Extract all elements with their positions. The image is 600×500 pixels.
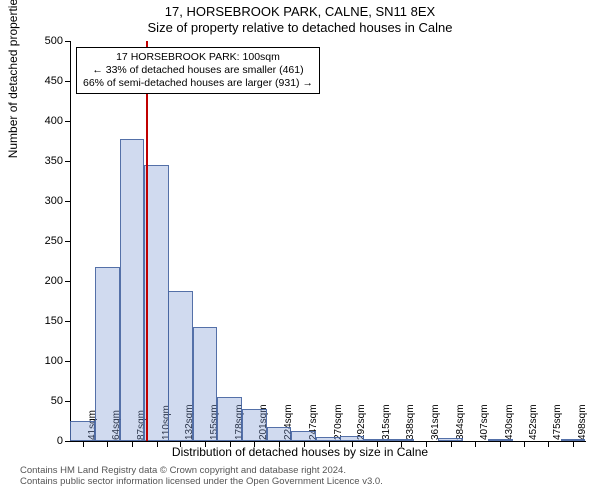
x-tick-label: 315sqm xyxy=(381,404,392,440)
y-tick xyxy=(65,161,71,162)
x-tick xyxy=(107,441,108,447)
y-tick xyxy=(65,81,71,82)
x-tick xyxy=(524,441,525,447)
footer-line1: Contains HM Land Registry data © Crown c… xyxy=(20,465,600,476)
x-tick xyxy=(548,441,549,447)
x-tick-label: 498sqm xyxy=(577,404,588,440)
y-tick-label: 250 xyxy=(31,235,63,247)
histogram-bar xyxy=(95,267,120,441)
x-tick xyxy=(83,441,84,447)
y-tick xyxy=(65,281,71,282)
y-tick-label: 150 xyxy=(31,315,63,327)
histogram-bar xyxy=(561,439,586,441)
plot-area: 05010015020025030035040045050041sqm64sqm… xyxy=(70,41,586,442)
y-tick-label: 350 xyxy=(31,155,63,167)
x-tick xyxy=(279,441,280,447)
y-tick xyxy=(65,241,71,242)
histogram-bar xyxy=(193,327,218,441)
y-tick-label: 100 xyxy=(31,355,63,367)
y-tick-label: 500 xyxy=(31,35,63,47)
x-tick xyxy=(573,441,574,447)
x-tick-label: 407sqm xyxy=(479,404,490,440)
x-tick-label: 430sqm xyxy=(504,404,515,440)
histogram-bar xyxy=(316,437,341,441)
x-tick-label: 452sqm xyxy=(528,404,539,440)
title-block: 17, HORSEBROOK PARK, CALNE, SN11 8EX Siz… xyxy=(0,4,600,35)
x-tick xyxy=(352,441,353,447)
info-box-line: 66% of semi-detached houses are larger (… xyxy=(83,77,313,90)
y-tick-label: 0 xyxy=(31,435,63,447)
y-tick-label: 400 xyxy=(31,115,63,127)
histogram-bar xyxy=(168,291,193,441)
property-marker-line xyxy=(146,41,148,441)
x-tick xyxy=(205,441,206,447)
y-tick xyxy=(65,361,71,362)
y-tick-label: 200 xyxy=(31,275,63,287)
x-tick-label: 384sqm xyxy=(455,404,466,440)
histogram-bar xyxy=(438,438,463,441)
x-tick-label: 292sqm xyxy=(356,404,367,440)
x-tick xyxy=(451,441,452,447)
histogram-bar xyxy=(70,421,95,441)
attribution-footer: Contains HM Land Registry data © Crown c… xyxy=(20,465,600,488)
histogram-bar xyxy=(144,165,169,441)
x-tick xyxy=(157,441,158,447)
x-tick xyxy=(401,441,402,447)
histogram-bar xyxy=(364,439,389,441)
y-tick-label: 450 xyxy=(31,75,63,87)
x-tick-label: 270sqm xyxy=(333,404,344,440)
x-tick xyxy=(180,441,181,447)
page-title-line2: Size of property relative to detached ho… xyxy=(0,20,600,35)
histogram-bar xyxy=(120,139,145,441)
x-tick xyxy=(329,441,330,447)
histogram-bar xyxy=(217,397,242,441)
histogram-bar xyxy=(488,439,513,441)
histogram-bar xyxy=(291,431,316,441)
property-info-box: 17 HORSEBROOK PARK: 100sqm← 33% of detac… xyxy=(76,47,320,94)
x-tick xyxy=(254,441,255,447)
y-tick-label: 300 xyxy=(31,195,63,207)
footer-line2: Contains public sector information licen… xyxy=(20,476,600,487)
histogram-bar xyxy=(267,427,292,441)
x-tick xyxy=(500,441,501,447)
y-tick xyxy=(65,321,71,322)
info-box-line: ← 33% of detached houses are smaller (46… xyxy=(83,64,313,77)
y-tick-label: 50 xyxy=(31,395,63,407)
x-tick xyxy=(132,441,133,447)
page-title-line1: 17, HORSEBROOK PARK, CALNE, SN11 8EX xyxy=(0,4,600,19)
histogram-bar xyxy=(340,436,365,441)
y-tick xyxy=(65,121,71,122)
x-tick xyxy=(230,441,231,447)
y-axis-title: Number of detached properties xyxy=(6,0,20,158)
x-tick xyxy=(304,441,305,447)
y-tick xyxy=(65,201,71,202)
histogram-chart: Number of detached properties 0501001502… xyxy=(50,41,585,441)
y-tick xyxy=(65,41,71,42)
x-tick-label: 475sqm xyxy=(552,404,563,440)
x-tick xyxy=(377,441,378,447)
x-tick xyxy=(475,441,476,447)
info-box-line: 17 HORSEBROOK PARK: 100sqm xyxy=(83,51,313,64)
y-tick xyxy=(65,441,71,442)
y-tick xyxy=(65,401,71,402)
x-tick-label: 361sqm xyxy=(430,404,441,440)
x-axis-title: Distribution of detached houses by size … xyxy=(0,445,600,459)
x-tick-label: 338sqm xyxy=(405,404,416,440)
histogram-bar xyxy=(389,439,414,441)
histogram-bar xyxy=(242,409,267,441)
x-tick xyxy=(426,441,427,447)
